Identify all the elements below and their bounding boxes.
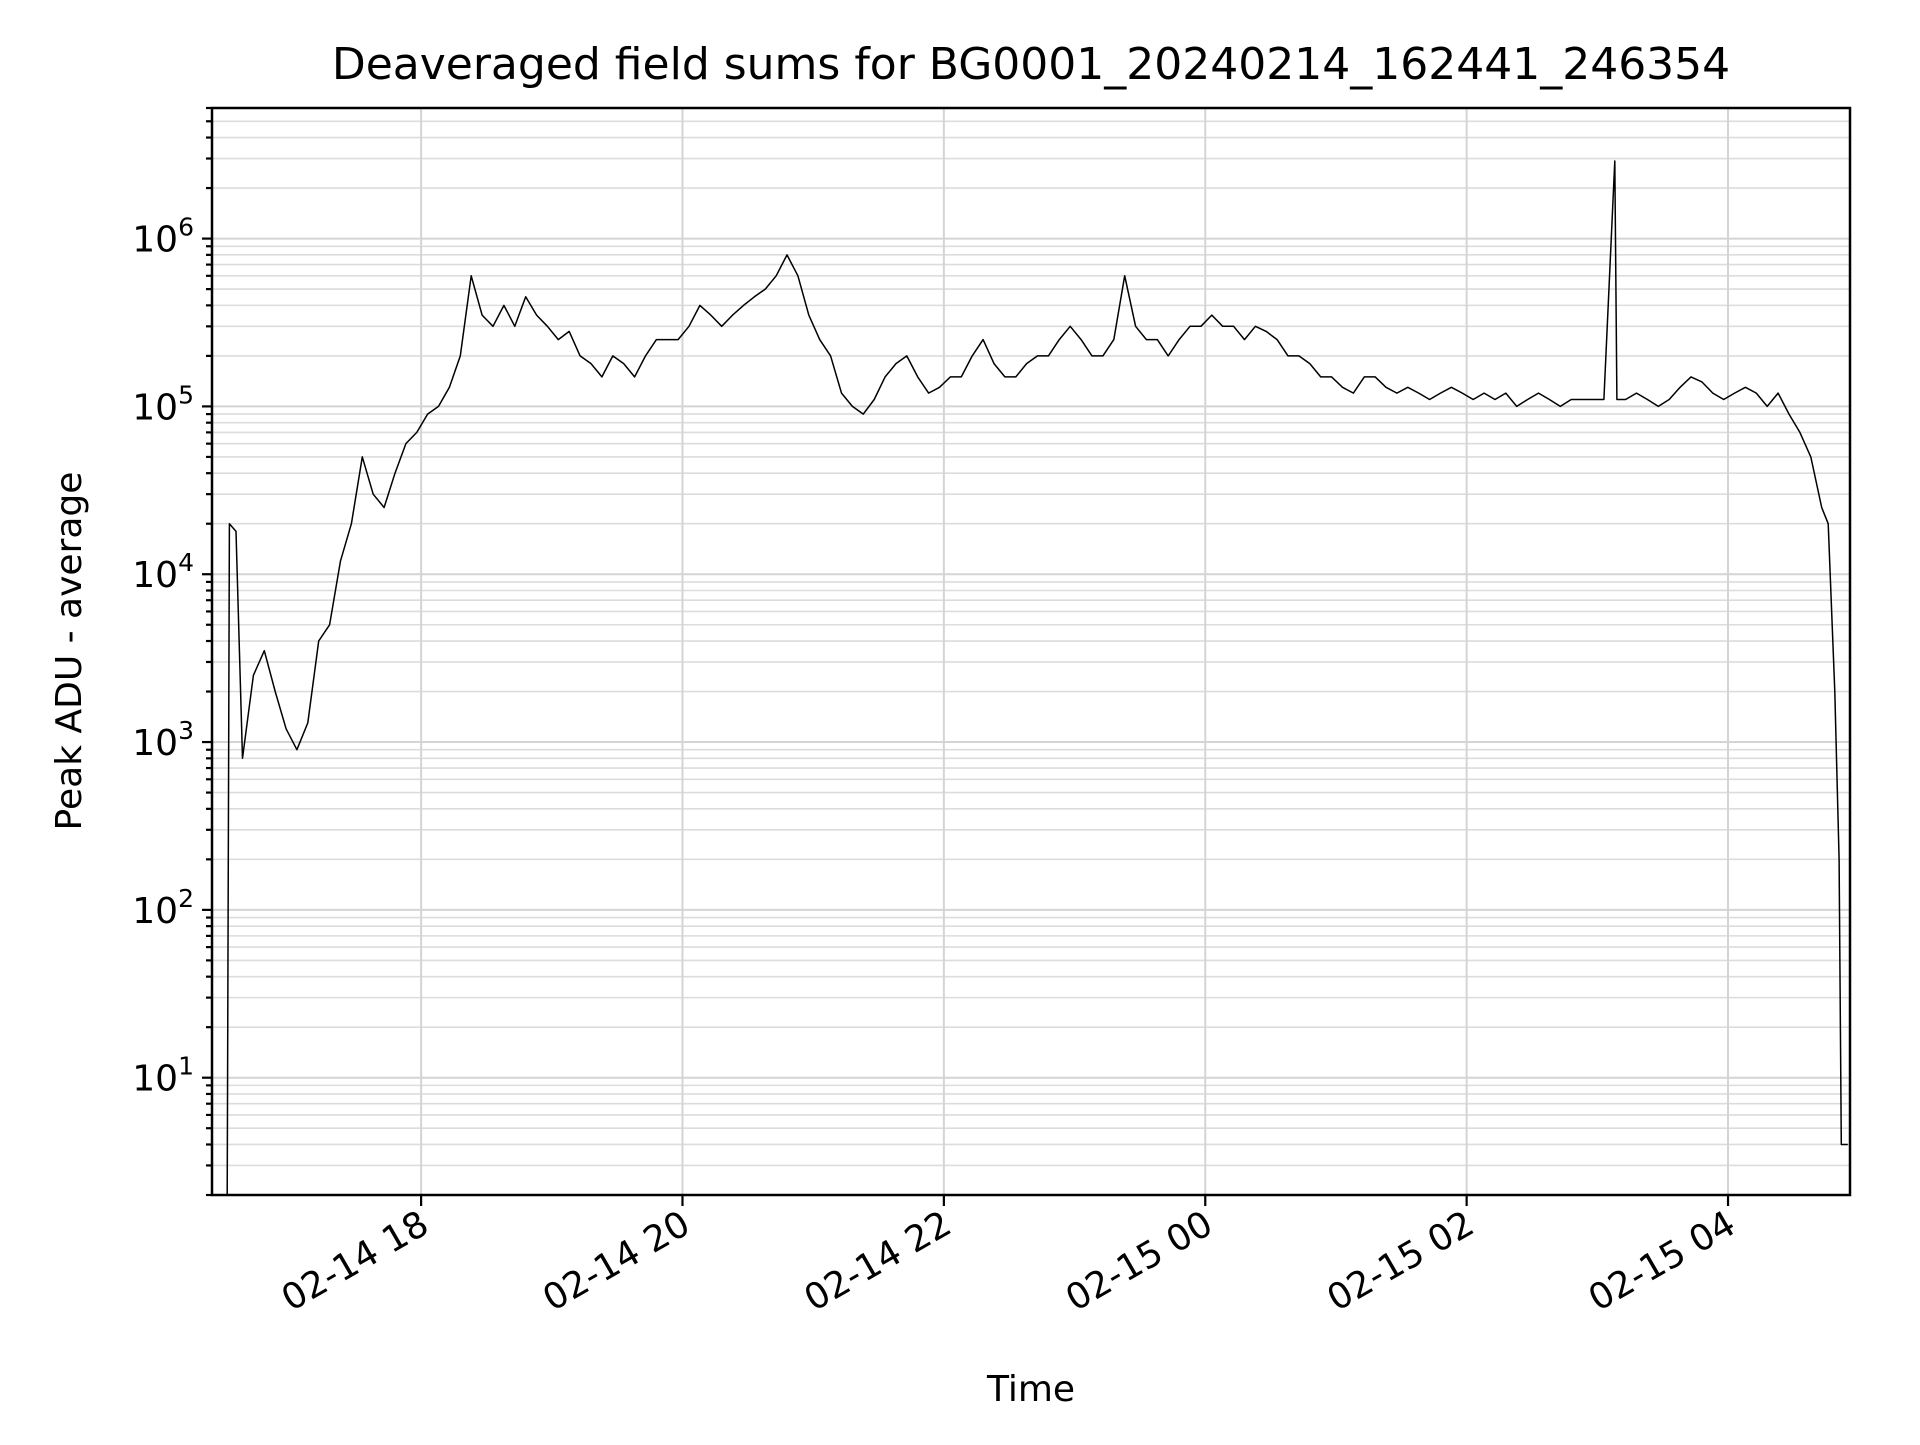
y-tick-label: 104 <box>132 548 194 596</box>
x-tick-label: 02-15 02 <box>1320 1203 1481 1319</box>
grid-layer <box>212 107 1850 1196</box>
plot-frame <box>210 106 1852 1197</box>
y-tick-label: 105 <box>132 380 194 428</box>
y-tick-label: 103 <box>132 716 194 764</box>
y-tick-label: 101 <box>132 1052 194 1100</box>
x-tick-label: 02-15 04 <box>1582 1203 1743 1319</box>
y-tick-label: 106 <box>132 213 194 261</box>
x-tick-label: 02-15 00 <box>1059 1203 1220 1319</box>
x-tick-label: 02-14 20 <box>536 1203 697 1319</box>
chart-title: Deaveraged field sums for BG0001_2024021… <box>332 39 1730 90</box>
x-axis-label: Time <box>986 1369 1075 1410</box>
series-layer <box>226 160 1848 1196</box>
x-tick-label: 02-14 22 <box>798 1203 959 1319</box>
y-tick-label: 102 <box>132 884 194 932</box>
y-axis-label: Peak ADU - average <box>49 472 90 831</box>
x-tick-label: 02-14 18 <box>275 1203 436 1319</box>
series-line <box>226 160 1848 1196</box>
